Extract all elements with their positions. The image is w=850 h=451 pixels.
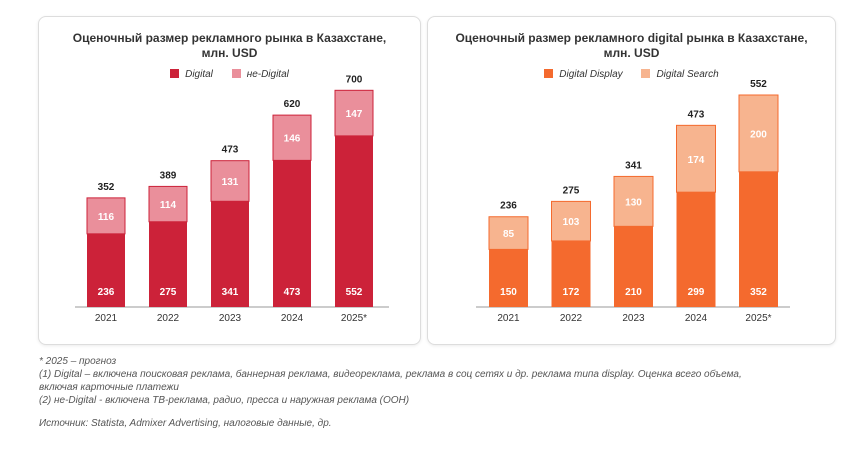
total-label: 620: [284, 99, 301, 110]
footnotes: * 2025 – прогноз (1) Digital – включена …: [39, 355, 819, 430]
stacked-bar-chart: 236 116 352 2021 275 114 389 2022 341 131 473 2023 4…: [75, 74, 389, 324]
data-label: 174: [688, 155, 705, 166]
bar-segment-digital-search: [488, 216, 529, 250]
data-label: 116: [98, 212, 115, 223]
chart-panel-digital-market: Оценочный размер рекламного digital рынк…: [427, 16, 836, 345]
total-label: 473: [688, 109, 705, 120]
total-label: 700: [346, 74, 363, 85]
bar-segment-digital-display: [489, 249, 528, 307]
bar-segment-не-digital: [148, 185, 188, 223]
total-label: 389: [160, 170, 177, 181]
footnote-non-digital: (2) не-Digital - включена ТВ-реклама, ра…: [39, 395, 410, 406]
x-tick-label: 2023: [219, 313, 242, 324]
data-label: 299: [688, 287, 705, 298]
data-label: 341: [222, 287, 239, 298]
legend-swatch: [170, 69, 180, 78]
chart-title-line1: Оценочный размер рекламного рынка в Каза…: [72, 31, 387, 45]
legend-label: не-Digital: [246, 69, 289, 80]
bar-segment-digital: [149, 221, 187, 307]
total-label: 352: [98, 182, 115, 193]
chart-legend: Digital не-Digital: [39, 69, 420, 80]
bar-segment-digital: [211, 201, 249, 307]
x-tick-label: 2025*: [745, 313, 771, 324]
data-label: 352: [750, 287, 767, 298]
footnote-source: Источник: Statista, Admixer Advertising,…: [39, 418, 332, 429]
chart-title-line2: млн. USD: [603, 46, 660, 60]
data-label: 131: [222, 177, 239, 188]
x-tick-label: 2025*: [341, 313, 367, 324]
chart-legend: Digital Display Digital Search: [428, 69, 835, 80]
legend-item-digital-display: Digital Display: [544, 69, 623, 80]
footnote-digital-line1: (1) Digital – включена поисковая реклама…: [39, 369, 742, 380]
total-label: 236: [500, 201, 517, 212]
data-label: 473: [284, 287, 301, 298]
total-label: 552: [750, 79, 767, 90]
data-label: 103: [563, 217, 580, 228]
x-tick-label: 2021: [95, 313, 118, 324]
data-label: 147: [346, 109, 363, 120]
bar-segment-digital-search: [613, 175, 654, 227]
bar-segment-digital: [335, 135, 373, 307]
data-label: 114: [160, 200, 177, 211]
chart-panel-total-market: Оценочный размер рекламного рынка в Каза…: [38, 16, 421, 345]
bar-segment-не-digital: [210, 160, 250, 202]
total-label: 275: [563, 185, 580, 196]
x-tick-label: 2024: [685, 313, 708, 324]
data-label: 275: [160, 287, 177, 298]
bar-segment-digital-display: [739, 171, 778, 307]
bar-segment-digital-search: [551, 200, 591, 242]
legend-swatch: [641, 69, 651, 78]
data-label: 85: [503, 229, 515, 240]
legend-label: Digital Search: [656, 69, 719, 80]
chart-title: Оценочный размер рекламного рынка в Каза…: [39, 31, 420, 61]
bar-segment-не-digital: [334, 89, 374, 137]
bar-segment-digital: [273, 160, 311, 307]
legend-swatch: [231, 69, 241, 78]
data-label: 210: [625, 287, 642, 298]
x-tick-label: 2024: [281, 313, 304, 324]
data-label: 172: [563, 287, 580, 298]
bar-segment-digital: [87, 233, 125, 307]
x-tick-label: 2022: [560, 313, 583, 324]
data-label: 150: [500, 287, 517, 298]
data-label: 130: [625, 197, 642, 208]
footnote-digital-line2: включая карточные платежи: [39, 382, 179, 393]
x-tick-label: 2022: [157, 313, 180, 324]
chart-title-line1: Оценочный размер рекламного digital рынк…: [455, 31, 808, 45]
stacked-bar-chart: 150 85 236 2021 172 103 275 2022 210 130 341 2023 29…: [476, 79, 790, 324]
total-label: 473: [222, 145, 239, 156]
data-label: 236: [98, 287, 115, 298]
bar-segment-digital-display: [614, 226, 653, 307]
total-label: 341: [625, 160, 642, 171]
data-label: 146: [284, 134, 301, 145]
chart-title: Оценочный размер рекламного digital рынк…: [428, 31, 835, 61]
bar-segment-digital-search: [676, 124, 716, 193]
bar-segment-digital-search: [738, 94, 779, 173]
bar-segment-digital-display: [551, 240, 591, 307]
legend-item-digital-search: Digital Search: [641, 69, 719, 80]
legend-swatch: [544, 69, 554, 78]
legend-item-digital: Digital: [170, 69, 213, 80]
footnote-forecast: * 2025 – прогноз: [39, 356, 117, 367]
data-label: 200: [750, 129, 767, 140]
bar-segment-digital-display: [676, 192, 716, 307]
bar-segment-не-digital: [272, 114, 312, 161]
legend-label: Digital Display: [559, 69, 623, 80]
x-tick-label: 2021: [497, 313, 520, 324]
chart-title-line2: млн. USD: [201, 46, 258, 60]
legend-label: Digital: [185, 69, 213, 80]
bar-segment-не-digital: [86, 197, 126, 235]
data-label: 552: [346, 287, 363, 298]
legend-item-non-digital: не-Digital: [231, 69, 289, 80]
x-tick-label: 2023: [622, 313, 645, 324]
